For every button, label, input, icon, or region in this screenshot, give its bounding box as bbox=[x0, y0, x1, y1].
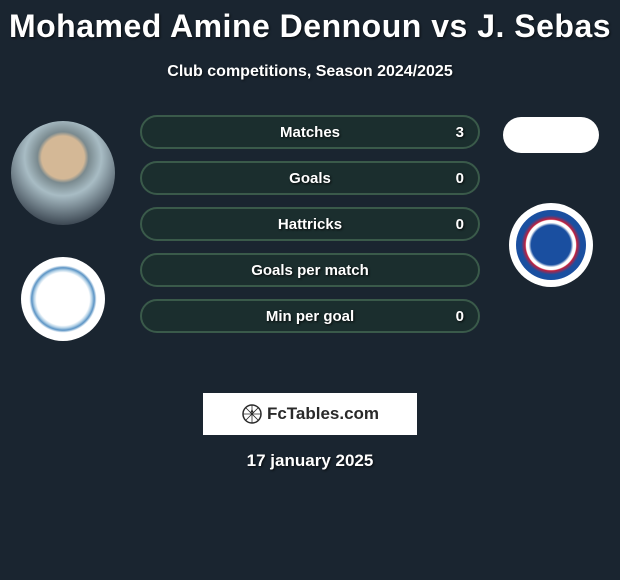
page-title: Mohamed Amine Dennoun vs J. Sebas bbox=[0, 0, 620, 45]
om-logo-icon bbox=[29, 265, 97, 333]
stat-right-value: 0 bbox=[456, 308, 464, 325]
page-subtitle: Club competitions, Season 2024/2025 bbox=[0, 63, 620, 81]
fctables-logo-icon bbox=[241, 403, 263, 425]
stat-row-hattricks: Hattricks 0 bbox=[140, 207, 480, 241]
stat-row-matches: Matches 3 bbox=[140, 115, 480, 149]
left-club-badge bbox=[21, 257, 105, 341]
right-player-avatar-placeholder bbox=[503, 117, 599, 153]
stat-row-goals: Goals 0 bbox=[140, 161, 480, 195]
main-content: Matches 3 Goals 0 Hattricks 0 Goals per … bbox=[0, 101, 620, 381]
stat-label: Hattricks bbox=[278, 216, 342, 233]
left-player-avatar bbox=[11, 121, 115, 225]
stat-label: Goals per match bbox=[251, 262, 369, 279]
comparison-date: 17 january 2025 bbox=[0, 451, 620, 471]
stats-column: Matches 3 Goals 0 Hattricks 0 Goals per … bbox=[140, 115, 480, 345]
right-club-badge bbox=[509, 203, 593, 287]
stat-right-value: 3 bbox=[456, 124, 464, 141]
brand-text: FcTables.com bbox=[267, 404, 379, 424]
stat-right-value: 0 bbox=[456, 170, 464, 187]
left-player-column bbox=[8, 101, 118, 341]
strasbourg-logo-icon bbox=[516, 210, 586, 280]
stat-label: Matches bbox=[280, 124, 340, 141]
right-player-column bbox=[496, 101, 606, 287]
stat-row-min-per-goal: Min per goal 0 bbox=[140, 299, 480, 333]
brand-attribution: FcTables.com bbox=[203, 393, 417, 435]
stat-label: Min per goal bbox=[266, 308, 354, 325]
stat-label: Goals bbox=[289, 170, 331, 187]
stat-right-value: 0 bbox=[456, 216, 464, 233]
stat-row-goals-per-match: Goals per match bbox=[140, 253, 480, 287]
comparison-infographic: Mohamed Amine Dennoun vs J. Sebas Club c… bbox=[0, 0, 620, 471]
